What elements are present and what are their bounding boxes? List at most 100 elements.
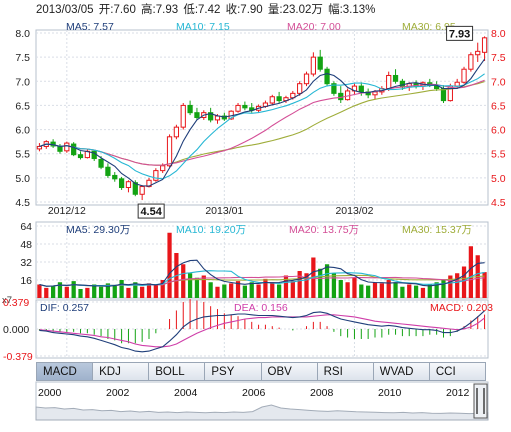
volume-bar-down bbox=[119, 280, 124, 298]
price-axis-left-tick: 6.5 bbox=[15, 100, 30, 112]
price-ma5-line bbox=[39, 58, 486, 187]
candle-up bbox=[310, 56, 316, 75]
overview-year-label: 2006 bbox=[242, 387, 266, 399]
volume-bar-up bbox=[235, 281, 241, 298]
price-ma10-line bbox=[39, 73, 485, 180]
tab-boll[interactable]: BOLL bbox=[149, 362, 206, 381]
candle-up bbox=[153, 170, 159, 181]
macd-legend-dif: DIF: 0.257 bbox=[40, 302, 89, 314]
volume-bar-down bbox=[366, 285, 371, 298]
volume-bar-down bbox=[242, 285, 248, 298]
price-axis-left-tick: 8.0 bbox=[15, 28, 30, 40]
price-axis-left-tick: 7.0 bbox=[15, 76, 30, 88]
overview-year-label: 2002 bbox=[106, 387, 130, 399]
price-axis-left-tick: 5.0 bbox=[15, 173, 30, 185]
price-axis-left-tick: 4.5 bbox=[15, 197, 30, 209]
volume-bar-up bbox=[215, 286, 220, 298]
price-axis-right-tick: 7.0 bbox=[491, 76, 506, 88]
tab-psy[interactable]: PSY bbox=[205, 362, 262, 381]
price-axis-right-tick: 7.5 bbox=[491, 52, 506, 64]
candle-up bbox=[481, 37, 488, 53]
candle-down bbox=[331, 83, 337, 94]
price-legend-ma10: MA10: 7.15 bbox=[176, 21, 230, 33]
overview-range-handle bbox=[473, 383, 488, 419]
volume-bar-down bbox=[50, 285, 56, 298]
volume-bar-down bbox=[338, 280, 343, 298]
volume-bar-down bbox=[276, 284, 282, 298]
volume-bar-down bbox=[413, 285, 419, 298]
volume-bar-up bbox=[448, 275, 453, 298]
tab-obv[interactable]: OBV bbox=[261, 362, 318, 381]
candle-down bbox=[132, 182, 138, 195]
volume-bar-up bbox=[140, 286, 145, 298]
price-panel-frame bbox=[35, 29, 489, 206]
tab-cci[interactable]: CCI bbox=[429, 362, 486, 381]
volume-bar-down bbox=[105, 283, 111, 298]
volume-bar-up bbox=[379, 283, 384, 298]
price-axis-left-tick: 6.0 bbox=[15, 125, 30, 137]
price-axis-right-tick: 6.0 bbox=[491, 125, 506, 137]
macd-legend-macd: MACD: 0.203 bbox=[430, 302, 493, 314]
volume-bar-up bbox=[126, 287, 131, 298]
volume-bar-up bbox=[256, 284, 261, 298]
macd-axis-tick: 0.379 bbox=[3, 297, 29, 309]
volume-bar-down bbox=[434, 282, 439, 298]
candle-up bbox=[166, 136, 173, 167]
price-legend-ma20: MA20: 7.00 bbox=[287, 21, 341, 33]
volume-bar-up bbox=[352, 277, 357, 298]
candle-up bbox=[139, 186, 145, 195]
volume-bar-up bbox=[263, 278, 268, 298]
candle-down bbox=[440, 88, 447, 102]
candle-down bbox=[187, 104, 193, 114]
candle-down bbox=[98, 159, 104, 168]
volume-axis-tick: 32 bbox=[20, 257, 32, 269]
volume-bar-up bbox=[420, 287, 426, 298]
volume-axis-tick: 48 bbox=[20, 239, 32, 251]
volume-bar-down bbox=[222, 284, 227, 298]
volume-bar-up bbox=[201, 275, 206, 298]
macd-scale-label: x7 bbox=[2, 295, 12, 306]
volume-bar-down bbox=[393, 282, 398, 298]
volume-bar-up bbox=[44, 287, 49, 298]
candle-up bbox=[372, 91, 378, 96]
candle-down bbox=[208, 112, 214, 121]
price-axis-right-tick: 5.0 bbox=[491, 173, 506, 185]
tab-rsi[interactable]: RSI bbox=[317, 362, 374, 381]
volume-bar-down bbox=[57, 282, 63, 298]
candle-up bbox=[303, 73, 310, 85]
candle-up bbox=[468, 54, 474, 70]
overview-year-label: 2008 bbox=[310, 387, 334, 399]
volume-bar-down bbox=[427, 284, 432, 298]
candle-down bbox=[118, 178, 125, 189]
candle-up bbox=[36, 145, 43, 150]
volume-bar-up bbox=[455, 273, 460, 298]
candle-down bbox=[392, 74, 399, 82]
date-axis-tick: 2013/01 bbox=[205, 205, 243, 217]
tab-kdj[interactable]: KDJ bbox=[93, 362, 150, 381]
volume-bar-up bbox=[372, 282, 378, 298]
volume-bar-up bbox=[468, 246, 474, 298]
quote-header: 2013/03/05 开:7.60 高:7.93 低:7.42 收:7.90 量… bbox=[36, 1, 377, 17]
macd-dea-line bbox=[39, 314, 485, 348]
quote-volume: 量:23.02万 bbox=[267, 4, 323, 16]
volume-bar-up bbox=[153, 284, 158, 298]
macd-axis-tick: -0.379 bbox=[3, 351, 33, 363]
tab-wvad[interactable]: WVAD bbox=[373, 362, 430, 381]
macd-dif-line bbox=[39, 310, 485, 353]
candle-up bbox=[269, 96, 275, 104]
price-axis-right-tick: 8.0 bbox=[491, 28, 506, 40]
volume-panel-frame bbox=[35, 221, 489, 299]
candle-down bbox=[338, 92, 344, 101]
price-legend-ma30: MA30: 6.95 bbox=[402, 21, 456, 33]
candle-up bbox=[214, 115, 221, 121]
volume-bar-up bbox=[270, 282, 275, 298]
volume-bar-up bbox=[167, 232, 172, 298]
tab-macd[interactable]: MACD bbox=[36, 362, 94, 381]
volume-legend-ma30: MA30: 15.37万 bbox=[402, 224, 472, 236]
price-axis-left-tick: 5.5 bbox=[15, 149, 30, 161]
volume-bar-down bbox=[441, 280, 446, 298]
candle-down bbox=[317, 56, 323, 70]
candle-up bbox=[125, 181, 132, 189]
volume-bar-up bbox=[407, 284, 412, 298]
